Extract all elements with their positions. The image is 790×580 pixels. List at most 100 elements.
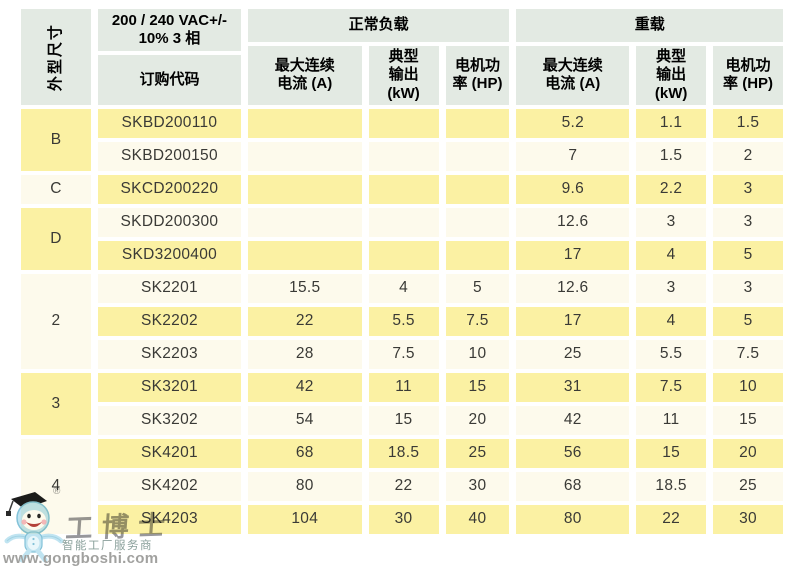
table-row: B SKBD200110 5.2 1.1 1.5 (21, 108, 783, 171)
value-cell (445, 108, 510, 138)
value-cell: 15 (368, 405, 439, 435)
order-code-cell: SKBD200150 (98, 141, 241, 171)
order-code-cell: SK2201 (98, 273, 241, 303)
value-cell: 15 (713, 405, 783, 435)
value-cell: 54 (247, 405, 362, 435)
normal-power-header: 电机功 率 (HP) (445, 46, 510, 105)
value-cell: 7.5 (445, 306, 510, 336)
value-cell (368, 141, 439, 171)
value-cell: 31 (516, 372, 630, 402)
size-cell: 3 (21, 372, 92, 435)
value-cell: 22 (247, 306, 362, 336)
table-row: C SKCD200220 9.6 2.2 3 (21, 174, 783, 204)
datasheet-page: 外型尺寸 200 / 240 VAC+/- 10% 3 相 正常负载 重载 最大… (0, 5, 790, 580)
value-cell (368, 207, 439, 237)
value-cell: 4 (368, 273, 439, 303)
brand-url: www.gongboshi.com (3, 550, 159, 567)
table-row: 2 SK2201 15.5 4 5 12.6 3 3 (21, 273, 783, 369)
order-code-cell: SKCD200220 (98, 174, 241, 204)
order-code-cell: SK3201 (98, 372, 241, 402)
value-cell: 15.5 (247, 273, 362, 303)
value-cell: 1.5 (713, 108, 783, 138)
normal-load-header: 正常负载 (247, 9, 510, 42)
value-cell: 7.5 (636, 372, 707, 402)
size-cell: B (21, 108, 92, 171)
value-cell: 18.5 (368, 438, 439, 468)
brand-tagline: 智能工厂服务商 (62, 540, 153, 552)
value-cell: 4 (636, 240, 707, 270)
table-row: 4 SK4201 68 18.5 25 56 15 20 (21, 438, 783, 534)
value-cell (247, 174, 362, 204)
voltage-header: 200 / 240 VAC+/- 10% 3 相 (98, 9, 241, 51)
value-cell: 15 (636, 438, 707, 468)
table-row: SK4203 104 30 40 80 22 30 (21, 504, 783, 534)
value-cell: 25 (445, 438, 510, 468)
value-cell: 104 (247, 504, 362, 534)
order-code-cell: SK3202 (98, 405, 241, 435)
value-cell: 42 (516, 405, 630, 435)
value-cell: 11 (636, 405, 707, 435)
order-code-header: 订购代码 (98, 54, 241, 105)
value-cell: 5 (713, 240, 783, 270)
value-cell: 7.5 (368, 339, 439, 369)
value-cell (247, 141, 362, 171)
value-cell: 9.6 (516, 174, 630, 204)
value-cell: 22 (368, 471, 439, 501)
value-cell: 3 (713, 207, 783, 237)
heavy-current-header: 最大连续 电流 (A) (516, 46, 630, 105)
size-column-header-label: 外型尺寸 (46, 22, 64, 91)
order-code-cell: SKBD200110 (98, 108, 241, 138)
table-row: SK2203 28 7.5 10 25 5.5 7.5 (21, 339, 783, 369)
value-cell: 3 (713, 273, 783, 303)
value-cell (247, 108, 362, 138)
value-cell: 68 (247, 438, 362, 468)
normal-current-header: 最大连续 电流 (A) (247, 46, 362, 105)
table-row: D SKDD200300 12.6 3 3 (21, 207, 783, 270)
value-cell (247, 240, 362, 270)
size-cell: 2 (21, 273, 92, 369)
value-cell: 30 (713, 504, 783, 534)
value-cell: 7 (516, 141, 630, 171)
value-cell (368, 174, 439, 204)
value-cell: 68 (516, 471, 630, 501)
value-cell: 56 (516, 438, 630, 468)
order-code-cell: SK2203 (98, 339, 241, 369)
value-cell: 18.5 (636, 471, 707, 501)
table-row: SKD3200400 17 4 5 (21, 240, 783, 270)
value-cell: 30 (368, 504, 439, 534)
order-code-cell: SKD3200400 (98, 240, 241, 270)
value-cell (445, 174, 510, 204)
value-cell: 2 (713, 141, 783, 171)
value-cell: 12.6 (516, 207, 630, 237)
order-code-cell: SK2202 (98, 306, 241, 336)
value-cell: 5.2 (516, 108, 630, 138)
value-cell: 4 (636, 306, 707, 336)
value-cell: 25 (516, 339, 630, 369)
value-cell: 28 (247, 339, 362, 369)
value-cell: 15 (445, 372, 510, 402)
value-cell: 40 (445, 504, 510, 534)
value-cell: 2.2 (636, 174, 707, 204)
value-cell: 10 (713, 372, 783, 402)
value-cell: 17 (516, 306, 630, 336)
value-cell: 42 (247, 372, 362, 402)
heavy-power-header: 电机功 率 (HP) (713, 46, 783, 105)
value-cell: 5 (713, 306, 783, 336)
value-cell: 5.5 (368, 306, 439, 336)
value-cell: 3 (636, 207, 707, 237)
order-code-cell: SKDD200300 (98, 207, 241, 237)
size-cell: 4 (21, 438, 92, 534)
table-row: SK2202 22 5.5 7.5 17 4 5 (21, 306, 783, 336)
value-cell: 1.1 (636, 108, 707, 138)
value-cell (247, 207, 362, 237)
value-cell: 10 (445, 339, 510, 369)
value-cell: 11 (368, 372, 439, 402)
size-cell: C (21, 174, 92, 204)
value-cell: 25 (713, 471, 783, 501)
table-row: SKBD200150 7 1.5 2 (21, 141, 783, 171)
value-cell (445, 240, 510, 270)
value-cell: 7.5 (713, 339, 783, 369)
value-cell: 80 (247, 471, 362, 501)
value-cell (445, 141, 510, 171)
value-cell (368, 108, 439, 138)
